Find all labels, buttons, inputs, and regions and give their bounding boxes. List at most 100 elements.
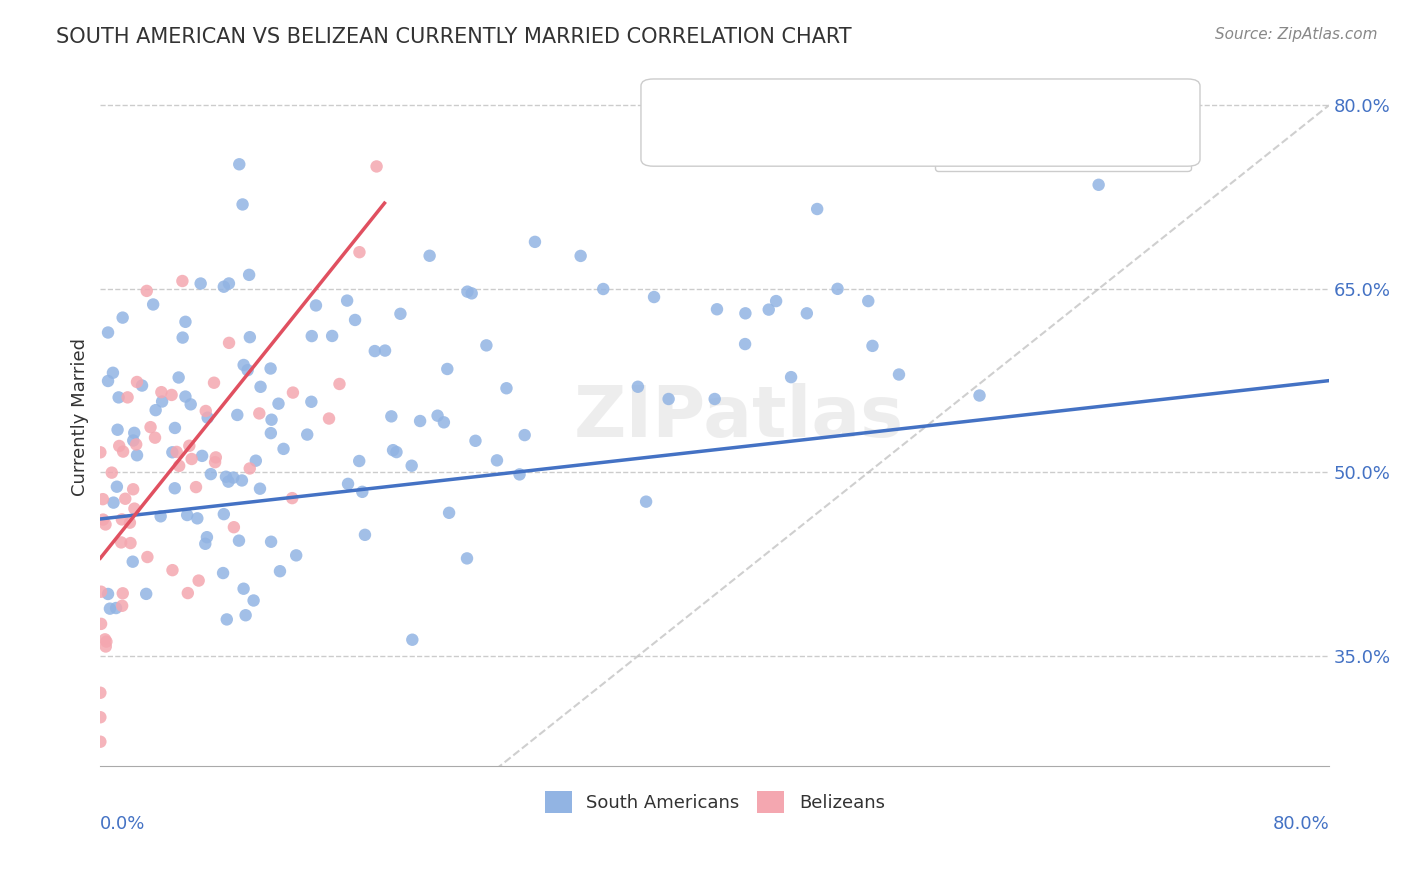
Point <box>212 279 235 293</box>
Point <box>734 306 756 320</box>
Point <box>122 483 145 497</box>
Point <box>239 330 262 344</box>
Point <box>887 368 910 382</box>
Point <box>354 528 377 542</box>
Point <box>195 530 218 544</box>
Point <box>259 361 281 376</box>
Point <box>111 586 134 600</box>
Point <box>273 442 295 456</box>
Point <box>297 427 319 442</box>
Point <box>426 409 449 423</box>
Point <box>569 249 592 263</box>
Point <box>179 439 201 453</box>
Point <box>96 634 118 648</box>
Point <box>107 423 129 437</box>
Point <box>89 735 111 749</box>
Point <box>281 491 304 505</box>
Text: 0.0%: 0.0% <box>100 815 146 833</box>
Point <box>249 380 271 394</box>
Point <box>162 445 184 459</box>
Point <box>231 474 253 488</box>
Point <box>212 507 235 521</box>
Point <box>509 467 531 482</box>
Point <box>232 358 254 372</box>
Point <box>858 294 880 309</box>
Point <box>706 302 728 317</box>
Point <box>305 298 328 312</box>
Point <box>228 157 250 171</box>
Point <box>344 313 367 327</box>
Point <box>91 513 114 527</box>
Point <box>143 431 166 445</box>
Point <box>337 476 360 491</box>
Point <box>122 434 145 448</box>
Point <box>105 601 128 615</box>
Point <box>125 437 148 451</box>
Point <box>162 563 184 577</box>
Point <box>186 511 208 525</box>
Point <box>232 582 254 596</box>
Point <box>245 453 267 467</box>
Point <box>299 394 322 409</box>
Point <box>285 549 308 563</box>
Point <box>247 406 270 420</box>
Point <box>100 466 122 480</box>
Point <box>121 555 143 569</box>
Point <box>228 533 250 548</box>
Point <box>627 380 650 394</box>
Point <box>90 616 112 631</box>
Point <box>301 329 323 343</box>
Point <box>135 284 157 298</box>
Point <box>191 449 214 463</box>
Point <box>136 549 159 564</box>
Point <box>281 385 304 400</box>
Point <box>366 160 388 174</box>
Point <box>796 306 818 320</box>
Point <box>267 397 290 411</box>
Point <box>90 584 112 599</box>
Point <box>167 370 190 384</box>
Point <box>401 458 423 473</box>
Point <box>385 445 408 459</box>
Point <box>222 520 245 534</box>
Point <box>94 632 117 647</box>
Point <box>166 445 188 459</box>
Point <box>226 408 249 422</box>
Point <box>180 452 202 467</box>
Point <box>636 494 658 508</box>
Point <box>120 536 142 550</box>
Point <box>174 390 197 404</box>
Text: Source: ZipAtlas.com: Source: ZipAtlas.com <box>1215 27 1378 42</box>
Point <box>89 710 111 724</box>
Point <box>236 363 259 377</box>
Point <box>382 443 405 458</box>
Point <box>111 310 134 325</box>
Point <box>150 385 173 400</box>
Point <box>110 535 132 549</box>
Point <box>235 608 257 623</box>
Point <box>194 537 217 551</box>
Text: ZIPatlas: ZIPatlas <box>574 383 904 452</box>
Point <box>131 378 153 392</box>
Point <box>184 480 207 494</box>
Point <box>352 484 374 499</box>
Point <box>1087 178 1109 192</box>
Point <box>336 293 359 308</box>
Point <box>197 410 219 425</box>
Point <box>765 294 787 309</box>
Point <box>202 376 225 390</box>
Y-axis label: Currently Married: Currently Married <box>72 338 89 496</box>
Point <box>260 426 283 441</box>
Point <box>204 455 226 469</box>
Point <box>734 337 756 351</box>
Point <box>364 344 387 359</box>
Legend: South Americans, Belizeans: South Americans, Belizeans <box>537 783 891 820</box>
Point <box>190 277 212 291</box>
Point <box>758 302 780 317</box>
Point <box>437 506 460 520</box>
Point <box>194 404 217 418</box>
Point <box>200 467 222 482</box>
Point <box>239 461 262 475</box>
Point <box>349 245 371 260</box>
Point <box>456 285 478 299</box>
